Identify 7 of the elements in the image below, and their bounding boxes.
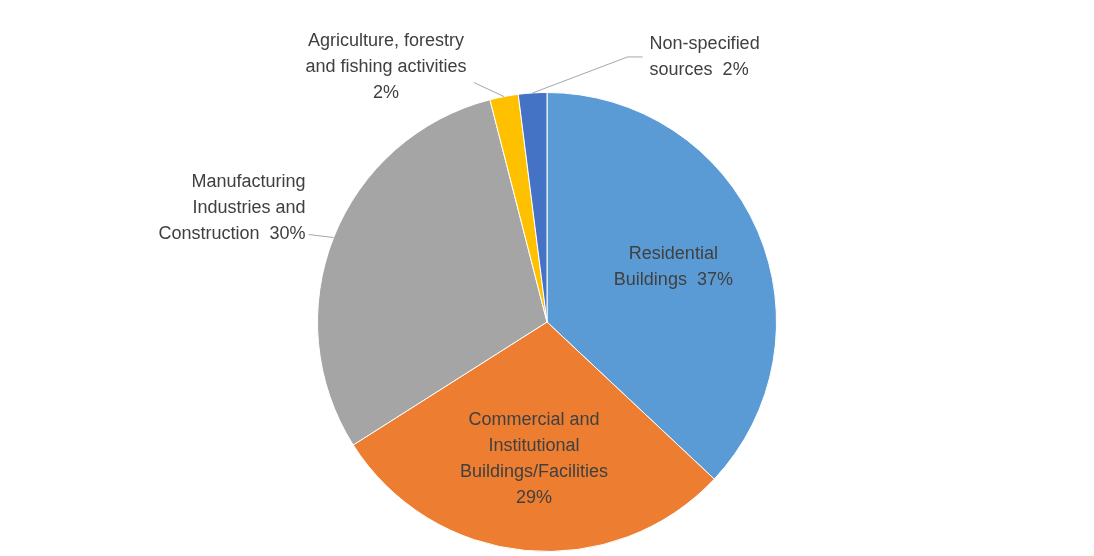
slice-label: Non-specified sources 2% (649, 32, 760, 79)
slice-label: Agriculture, forestry and fishing activities (305, 29, 467, 76)
slice-label: Manufacturing Industries and Construction 30% (158, 171, 306, 244)
data-label: 2% (372, 81, 399, 102)
slice-label: Residential Buildings 37% (613, 243, 733, 290)
data-label: 29% (516, 487, 553, 508)
slice-label: Commercial and Institutional Buildings/Facilities (460, 409, 609, 482)
